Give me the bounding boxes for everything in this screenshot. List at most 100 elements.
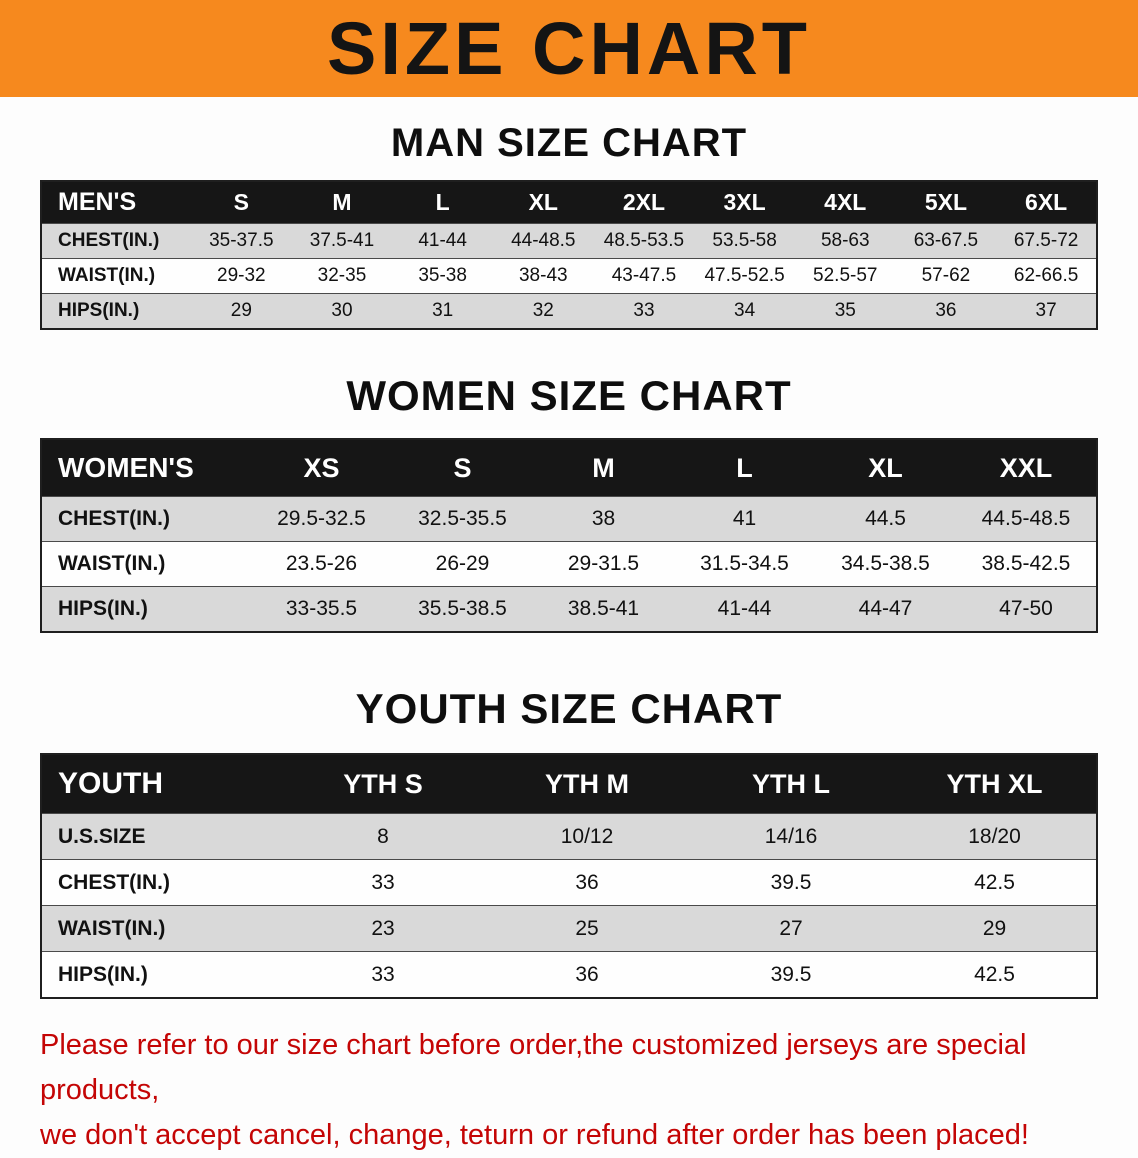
table-cell: 35-38 <box>392 258 493 294</box>
row-label: WAIST(IN.) <box>41 541 251 587</box>
men-corner-label: MEN'S <box>41 181 191 224</box>
table-cell: 8 <box>281 813 485 860</box>
banner-title: SIZE CHART <box>327 6 811 90</box>
table-cell: 36 <box>895 293 997 329</box>
table-cell: 31 <box>392 293 493 329</box>
column-header: M <box>533 439 674 497</box>
table-cell: 43-47.5 <box>593 258 695 294</box>
column-header: S <box>191 181 292 224</box>
column-header: YTH XL <box>893 754 1097 814</box>
table-cell: 29 <box>893 905 1097 952</box>
table-cell: 44-48.5 <box>492 223 594 259</box>
table-cell: 10/12 <box>485 813 689 860</box>
table-row: WAIST(IN.) 23 25 27 29 <box>41 905 1097 952</box>
table-cell: 29.5-32.5 <box>251 496 392 542</box>
table-cell: 41-44 <box>392 223 493 259</box>
row-label: WAIST(IN.) <box>41 258 191 294</box>
table-cell: 39.5 <box>689 951 893 998</box>
table-cell: 63-67.5 <box>895 223 997 259</box>
youth-table-header-row: YOUTH YTH S YTH M YTH L YTH XL <box>41 754 1097 814</box>
table-row: HIPS(IN.) 29 30 31 32 33 34 35 36 37 <box>41 293 1097 329</box>
table-cell: 42.5 <box>893 951 1097 998</box>
table-cell: 14/16 <box>689 813 893 860</box>
column-header: XXL <box>956 439 1097 497</box>
table-cell: 29-31.5 <box>533 541 674 587</box>
table-row: CHEST(IN.) 29.5-32.5 32.5-35.5 38 41 44.… <box>41 496 1097 542</box>
table-cell: 23 <box>281 905 485 952</box>
disclaimer-line-1: Please refer to our size chart before or… <box>40 1029 1027 1106</box>
table-cell: 35 <box>794 293 896 329</box>
table-cell: 26-29 <box>392 541 533 587</box>
column-header: YTH L <box>689 754 893 814</box>
table-cell: 57-62 <box>895 258 997 294</box>
row-label: CHEST(IN.) <box>41 496 251 542</box>
table-cell: 41 <box>674 496 815 542</box>
youth-section-heading: YOUTH SIZE CHART <box>355 685 783 732</box>
column-header: L <box>392 181 493 224</box>
row-label: U.S.SIZE <box>41 813 281 860</box>
table-cell: 33 <box>281 859 485 906</box>
column-header: XL <box>492 181 594 224</box>
column-header: YTH M <box>485 754 689 814</box>
table-cell: 41-44 <box>674 586 815 632</box>
table-cell: 38.5-41 <box>533 586 674 632</box>
table-cell: 42.5 <box>893 859 1097 906</box>
table-cell: 38.5-42.5 <box>956 541 1097 587</box>
table-cell: 44.5-48.5 <box>956 496 1097 542</box>
table-cell: 35.5-38.5 <box>392 586 533 632</box>
men-table-header-row: MEN'S S M L XL 2XL 3XL 4XL 5XL 6XL <box>41 181 1097 224</box>
column-header: L <box>674 439 815 497</box>
table-cell: 34.5-38.5 <box>815 541 956 587</box>
table-cell: 38-43 <box>492 258 594 294</box>
row-label: HIPS(IN.) <box>41 293 191 329</box>
table-cell: 52.5-57 <box>794 258 896 294</box>
table-cell: 27 <box>689 905 893 952</box>
disclaimer-text: Please refer to our size chart before or… <box>0 1023 1138 1158</box>
youth-corner-label: YOUTH <box>41 754 281 814</box>
row-label: HIPS(IN.) <box>41 586 251 632</box>
column-header: YTH S <box>281 754 485 814</box>
column-header: 6XL <box>996 181 1097 224</box>
women-corner-label: WOMEN'S <box>41 439 251 497</box>
size-chart-banner: SIZE CHART <box>0 0 1138 97</box>
table-cell: 36 <box>485 859 689 906</box>
table-row: U.S.SIZE 8 10/12 14/16 18/20 <box>41 813 1097 860</box>
table-cell: 58-63 <box>794 223 896 259</box>
table-cell: 39.5 <box>689 859 893 906</box>
women-section-heading: WOMEN SIZE CHART <box>346 372 792 419</box>
table-row: WAIST(IN.) 29-32 32-35 35-38 38-43 43-47… <box>41 258 1097 294</box>
table-cell: 36 <box>485 951 689 998</box>
row-label: HIPS(IN.) <box>41 951 281 998</box>
table-cell: 47-50 <box>956 586 1097 632</box>
table-row: WAIST(IN.) 23.5-26 26-29 29-31.5 31.5-34… <box>41 541 1097 587</box>
table-cell: 37.5-41 <box>291 223 393 259</box>
table-cell: 33-35.5 <box>251 586 392 632</box>
table-cell: 67.5-72 <box>996 223 1097 259</box>
table-cell: 30 <box>291 293 393 329</box>
table-cell: 29-32 <box>191 258 292 294</box>
table-cell: 37 <box>996 293 1097 329</box>
men-size-table: MEN'S S M L XL 2XL 3XL 4XL 5XL 6XL CHEST… <box>40 180 1098 330</box>
table-cell: 35-37.5 <box>191 223 292 259</box>
table-cell: 32-35 <box>291 258 393 294</box>
table-cell: 33 <box>593 293 695 329</box>
women-size-table: WOMEN'S XS S M L XL XXL CHEST(IN.) 29.5-… <box>40 438 1098 633</box>
column-header: 4XL <box>794 181 896 224</box>
table-row: HIPS(IN.) 33 36 39.5 42.5 <box>41 951 1097 998</box>
table-cell: 33 <box>281 951 485 998</box>
table-cell: 34 <box>694 293 795 329</box>
table-cell: 47.5-52.5 <box>694 258 795 294</box>
row-label: CHEST(IN.) <box>41 223 191 259</box>
women-table-header-row: WOMEN'S XS S M L XL XXL <box>41 439 1097 497</box>
table-cell: 32.5-35.5 <box>392 496 533 542</box>
column-header: XS <box>251 439 392 497</box>
table-cell: 31.5-34.5 <box>674 541 815 587</box>
table-cell: 53.5-58 <box>694 223 795 259</box>
table-row: CHEST(IN.) 33 36 39.5 42.5 <box>41 859 1097 906</box>
table-cell: 44.5 <box>815 496 956 542</box>
disclaimer-line-2: we don't accept cancel, change, teturn o… <box>40 1118 1029 1151</box>
column-header: 2XL <box>593 181 695 224</box>
table-cell: 38 <box>533 496 674 542</box>
row-label: CHEST(IN.) <box>41 859 281 906</box>
column-header: 5XL <box>895 181 997 224</box>
